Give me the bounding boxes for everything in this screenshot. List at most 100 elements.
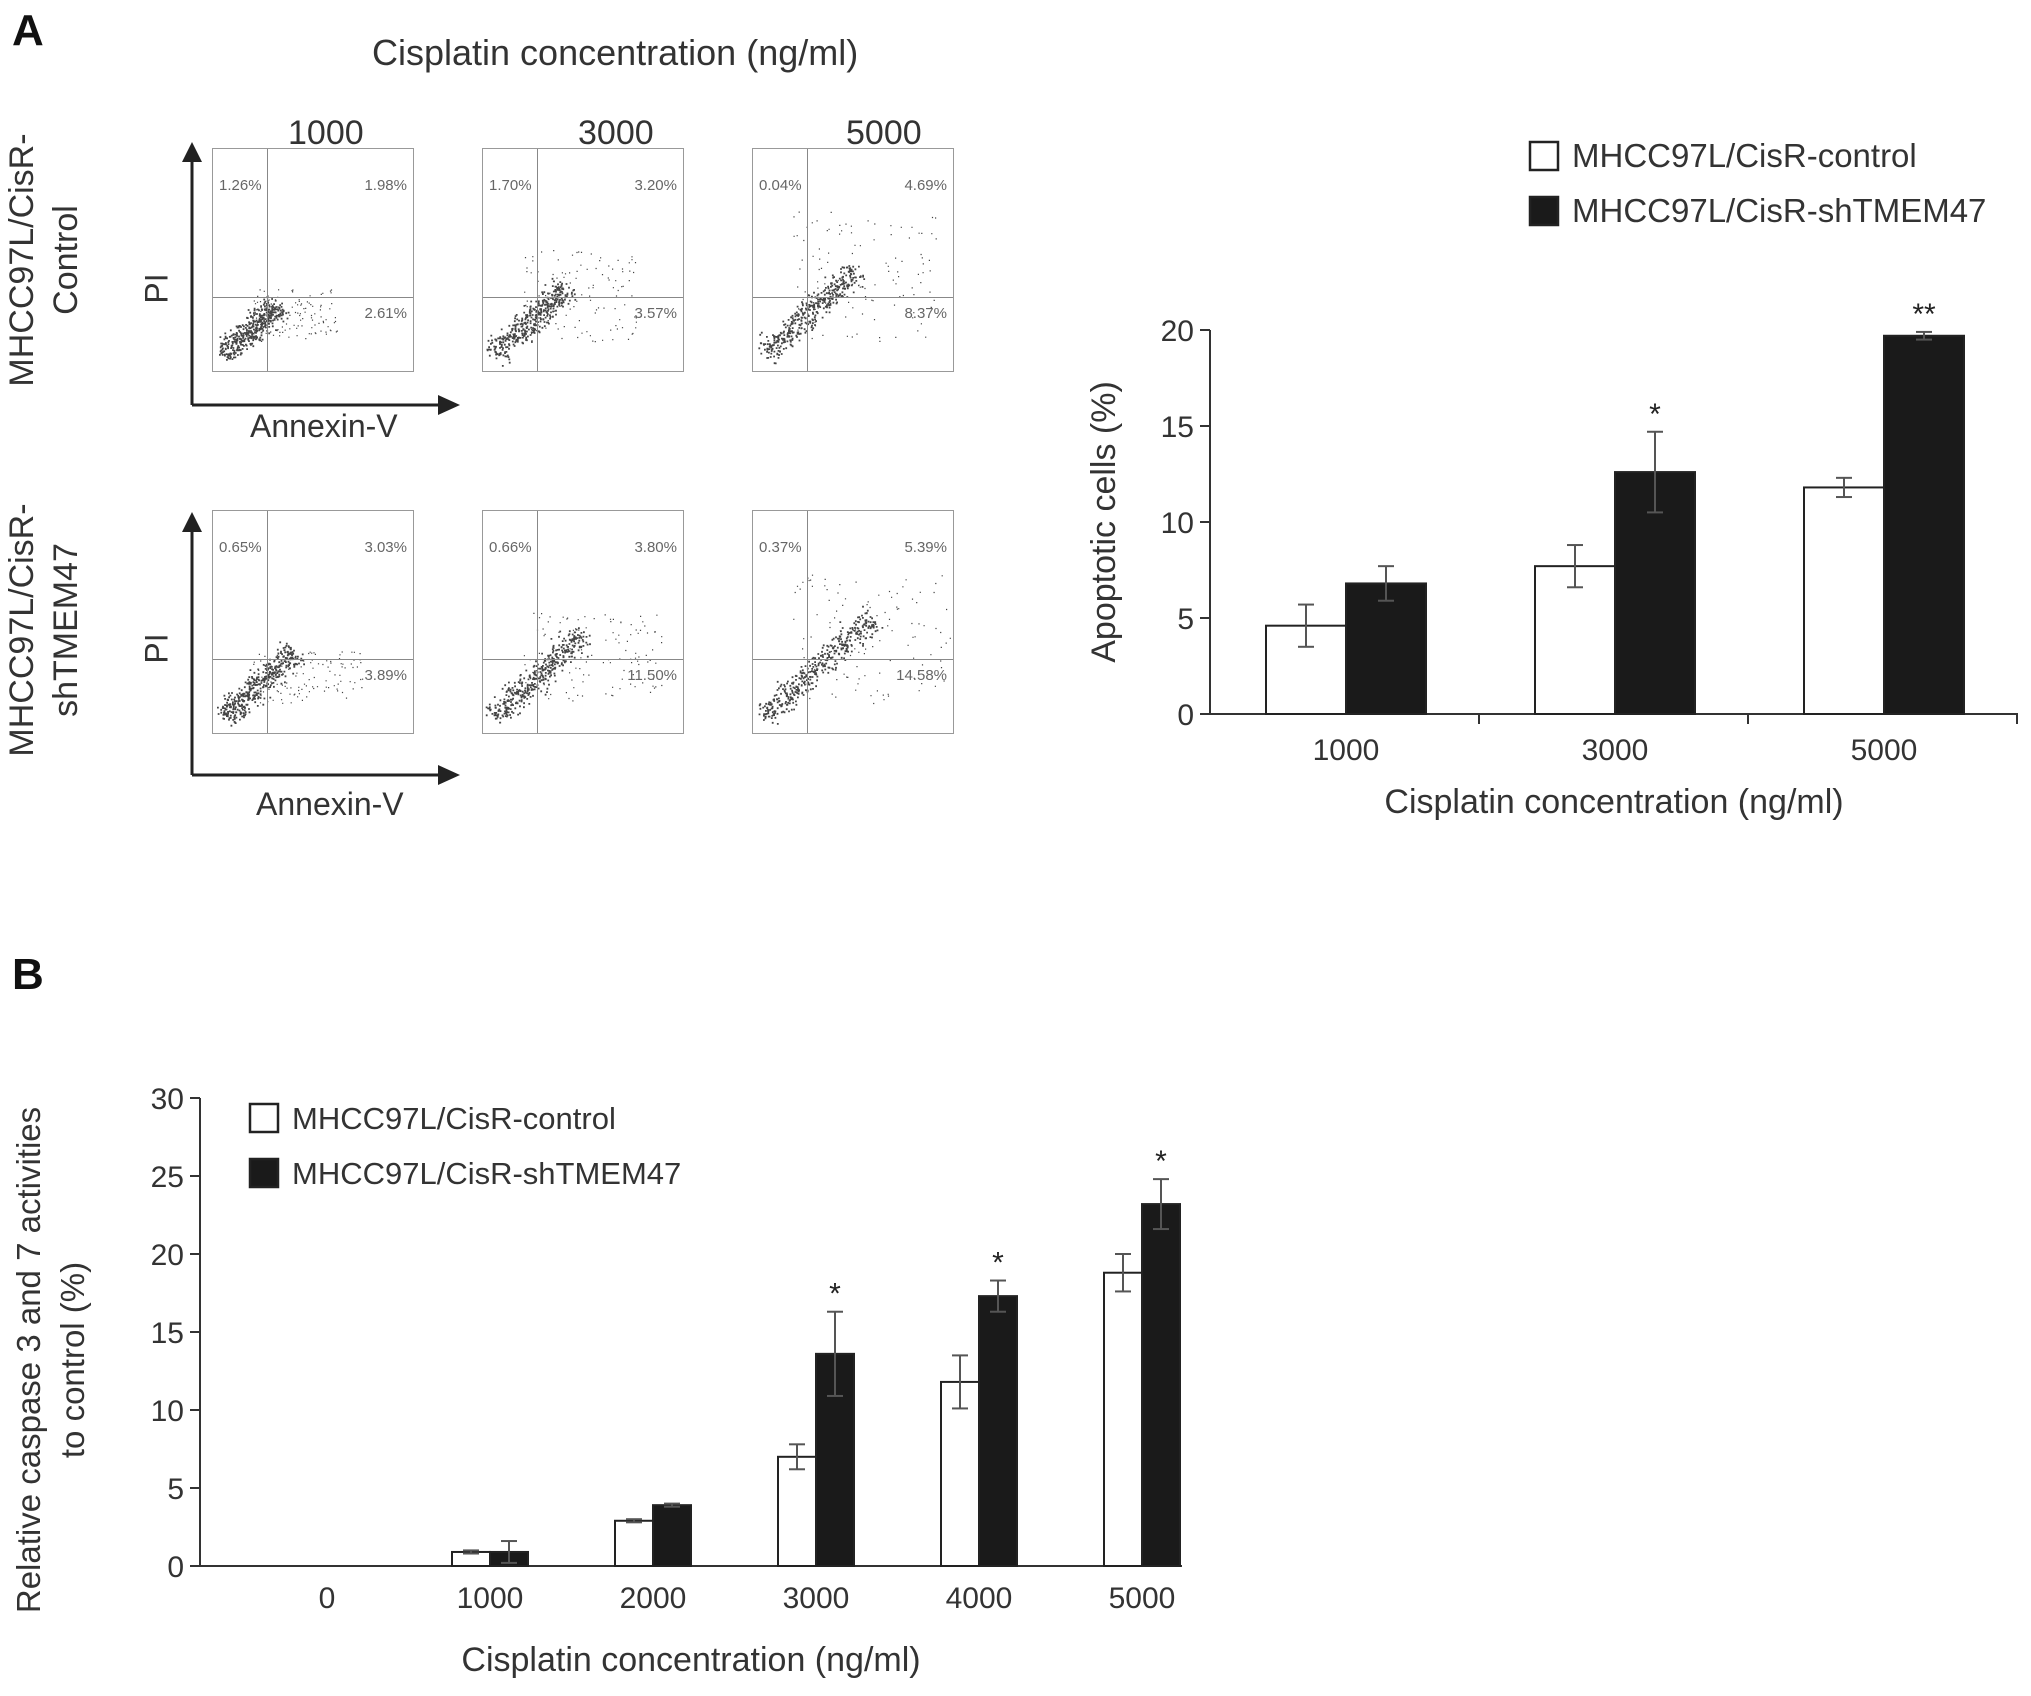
y-tick-label: 10 xyxy=(1161,507,1194,540)
legend-label-shtmem47: MHCC97L/CisR-shTMEM47 xyxy=(292,1156,681,1191)
legend-swatch-control xyxy=(248,1102,280,1134)
flow-row2-ylabel: PI xyxy=(138,633,175,664)
y-tick-label: 15 xyxy=(1161,411,1194,444)
y-axis-title-line1: Relative caspase 3 and 7 activities xyxy=(10,1107,47,1613)
bar-shtmem47 xyxy=(1883,334,1965,715)
y-tick-label: 5 xyxy=(167,1473,184,1506)
y-tick-label: 25 xyxy=(151,1161,184,1194)
y-axis-title-line2: to control (%) xyxy=(54,1262,91,1458)
significance-marker: * xyxy=(1649,398,1661,431)
flow-dot-plot: 0.04% 4.69% 8.37% xyxy=(752,148,954,372)
panel-b-letter: B xyxy=(12,950,44,999)
bar-shtmem47 xyxy=(1345,582,1427,715)
flow-row-label-control: MHCC97L/CisR- Control xyxy=(0,110,100,410)
bar-shtmem47 xyxy=(652,1504,692,1568)
legend-swatch-shtmem47 xyxy=(1528,195,1560,227)
quadrant-ul-percent: 1.70% xyxy=(489,177,532,194)
panel-a-letter: A xyxy=(12,6,44,55)
quadrant-ul-percent: 0.37% xyxy=(759,539,802,556)
apoptosis-chart: MHCC97L/CisR-control MHCC97L/CisR-shTMEM4… xyxy=(1085,137,2018,821)
significance-marker: * xyxy=(992,1247,1004,1280)
bar-control xyxy=(1803,486,1885,715)
quadrant-ul-percent: 1.26% xyxy=(219,177,262,194)
quadrant-lr-percent: 11.50% xyxy=(627,667,677,684)
quadrant-gate-vertical xyxy=(807,149,808,371)
flow-col-header-3: 5000 xyxy=(846,114,922,152)
flow-col-header-1: 1000 xyxy=(288,114,364,152)
quadrant-ur-percent: 3.20% xyxy=(634,177,677,194)
y-axis-title: Apoptotic cells (%) xyxy=(1085,381,1123,663)
flow-dots xyxy=(219,289,338,361)
quadrant-ur-percent: 3.03% xyxy=(364,539,407,556)
x-axis-title: Cisplatin concentration (ng/ml) xyxy=(1384,783,1843,821)
quadrant-gate-horizontal xyxy=(753,297,953,298)
flow-row-label-control-line1: MHCC97L/CisR- xyxy=(3,133,41,387)
quadrant-gate-horizontal xyxy=(483,297,683,298)
quadrant-ur-percent: 5.39% xyxy=(904,539,947,556)
quadrant-lr-percent: 14.58% xyxy=(896,667,947,684)
flow-dot-plot: 0.37% 5.39% 14.58% xyxy=(752,510,954,734)
quadrant-gate-vertical xyxy=(537,511,538,733)
x-axis-title: Cisplatin concentration (ng/ml) xyxy=(461,1641,920,1679)
flow-col-header-2: 3000 xyxy=(578,114,654,152)
flow-dots xyxy=(486,250,637,367)
quadrant-gate-horizontal xyxy=(213,297,413,298)
quadrant-ul-percent: 0.65% xyxy=(219,539,262,556)
flow-row-label-shtmem47: MHCC97L/CisR- shTMEM47 xyxy=(0,480,100,780)
flow-dot-plot: 0.65% 3.03% 3.89% xyxy=(212,510,414,734)
bar-control xyxy=(1103,1271,1143,1567)
flow-row1-ylabel: PI xyxy=(138,273,175,304)
x-tick-label: 5000 xyxy=(1109,1582,1176,1615)
flow-dot-plot: 1.26% 1.98% 2.61% xyxy=(212,148,414,372)
quadrant-lr-percent: 3.89% xyxy=(364,667,407,684)
quadrant-ur-percent: 1.98% xyxy=(364,177,407,194)
quadrant-lr-percent: 2.61% xyxy=(364,305,407,322)
y-tick-label: 0 xyxy=(167,1551,184,1584)
caspase-chart: MHCC97L/CisR-control MHCC97L/CisR-shTMEM4… xyxy=(10,1083,1182,1679)
significance-marker: ** xyxy=(1912,298,1936,331)
flow-row-label-control-line2: Control xyxy=(47,205,85,315)
bar-control xyxy=(777,1455,817,1567)
quadrant-gate-horizontal xyxy=(753,659,953,660)
quadrant-gate-vertical xyxy=(537,149,538,371)
legend-label-control: MHCC97L/CisR-control xyxy=(1572,137,1917,174)
significance-marker: * xyxy=(1155,1145,1167,1178)
y-tick-label: 20 xyxy=(151,1239,184,1272)
flow-dots xyxy=(217,641,364,727)
flow-dot-cloud xyxy=(758,211,937,365)
x-tick-label: 2000 xyxy=(620,1582,687,1615)
flow-row1-axes xyxy=(182,142,460,415)
quadrant-gate-vertical xyxy=(807,511,808,733)
quadrant-lr-percent: 3.57% xyxy=(634,305,677,322)
bar-control xyxy=(1534,565,1616,715)
x-tick-label: 4000 xyxy=(946,1582,1013,1615)
quadrant-ur-percent: 4.69% xyxy=(904,177,947,194)
quadrant-gate-horizontal xyxy=(483,659,683,660)
quadrant-lr-percent: 8.37% xyxy=(904,305,947,322)
significance-marker: * xyxy=(829,1278,841,1311)
x-tick-label: 3000 xyxy=(783,1582,850,1615)
quadrant-ul-percent: 0.66% xyxy=(489,539,532,556)
flow-row1-xlabel: Annexin-V xyxy=(250,408,398,444)
bar-control xyxy=(940,1380,980,1568)
legend-label-control: MHCC97L/CisR-control xyxy=(292,1101,616,1136)
bar-shtmem47 xyxy=(978,1295,1018,1567)
x-tick-label: 1000 xyxy=(1313,734,1380,767)
flow-dot-cloud xyxy=(217,641,364,727)
y-tick-label: 0 xyxy=(1177,699,1194,732)
y-tick-label: 5 xyxy=(1177,603,1194,636)
quadrant-gate-horizontal xyxy=(213,659,413,660)
y-tick-label: 30 xyxy=(151,1083,184,1116)
quadrant-gate-vertical xyxy=(267,511,268,733)
flow-dots xyxy=(758,574,951,725)
x-tick-label: 0 xyxy=(319,1582,336,1615)
legend-swatch-shtmem47 xyxy=(248,1157,280,1189)
y-tick-label: 20 xyxy=(1161,315,1194,348)
bar-control xyxy=(614,1519,654,1568)
legend-swatch-control xyxy=(1528,140,1560,172)
flow-dot-cloud xyxy=(219,289,338,361)
flow-dots xyxy=(758,211,937,365)
x-tick-label: 3000 xyxy=(1582,734,1649,767)
quadrant-ur-percent: 3.80% xyxy=(634,539,677,556)
y-tick-label: 15 xyxy=(151,1317,184,1350)
